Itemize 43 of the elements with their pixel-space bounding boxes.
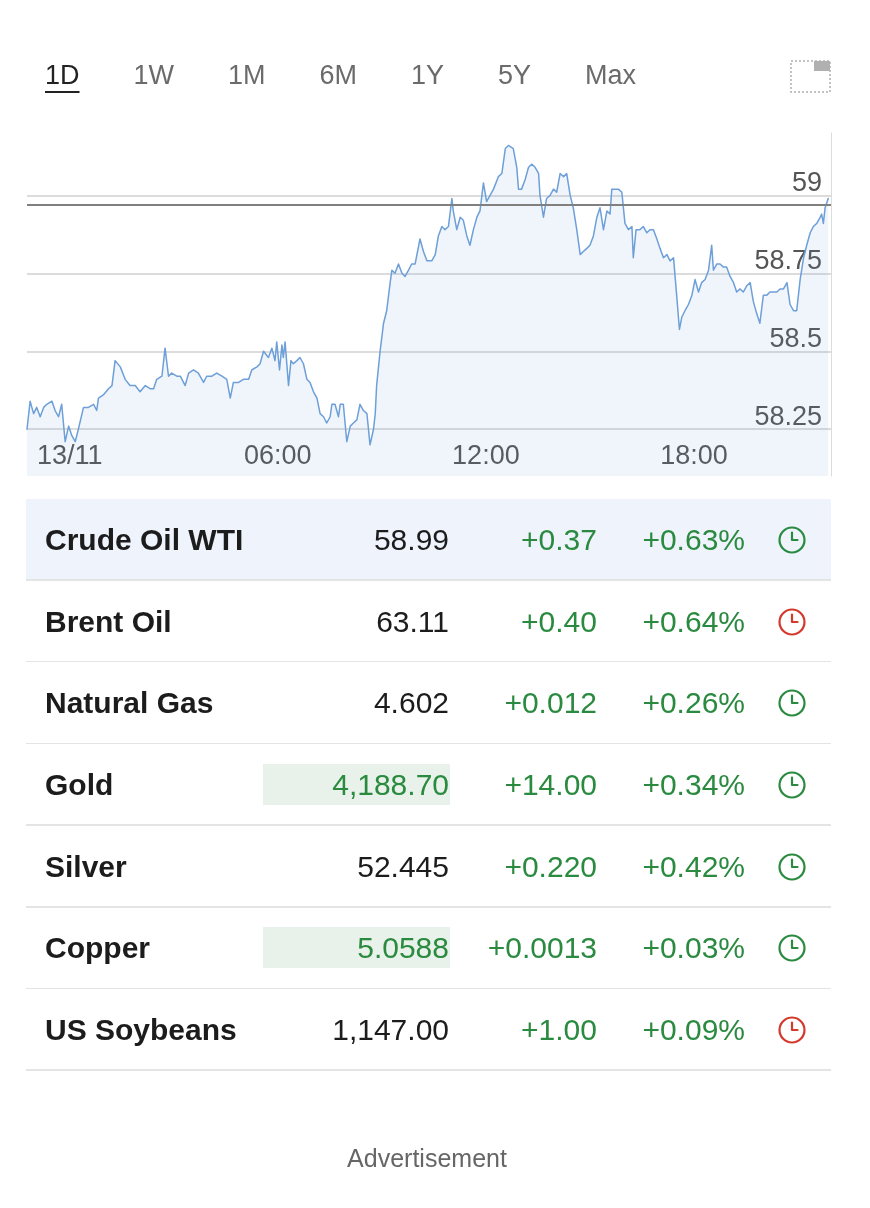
data-label: +0.64% [642,604,745,639]
data-label: +14.00 [504,767,597,802]
data-label: +0.03% [642,931,745,966]
data-label: +0.34% [642,767,745,802]
data-label: +0.42% [642,849,745,884]
data-label: +0.09% [642,1013,745,1048]
y-tick-label: 58.25 [754,400,822,431]
category-label: Copper [45,931,150,966]
data-label: 1,147.00 [332,1013,449,1048]
data-label: +0.220 [504,849,597,884]
data-label: +0.0013 [487,931,597,966]
data-label: +0.63% [642,522,745,557]
data-label: +1.00 [521,1013,597,1048]
text: Advertisement [347,1144,507,1172]
text: 1Y [411,59,445,91]
data-label: 4.602 [373,686,449,721]
text: 1W [133,59,175,91]
text: 1M [228,59,266,91]
data-label: +0.012 [504,686,597,721]
text: 1D [45,59,80,91]
y-tick-label: 59 [791,166,822,197]
text: Max [585,59,637,91]
data-label: +0.40 [521,604,597,639]
text: 5Y [498,59,532,91]
category-label: US Soybeans [45,1013,237,1048]
category-label: Crude Oil WTI [45,522,244,557]
data-label: 5.0588 [357,931,449,966]
category-label: Brent Oil [45,604,172,639]
category-label: Silver [45,849,127,884]
y-tick-label: 58.5 [769,322,822,353]
data-label: 52.445 [357,849,449,884]
category-label: Natural Gas [45,686,214,721]
data-label: +0.26% [642,686,745,721]
x-tick-label: 12:00 [452,439,520,470]
x-tick-label: 13/11 [36,439,103,470]
data-label: +0.37 [521,522,597,557]
data-label: 4,188.70 [332,767,449,802]
category-label: Gold [45,767,114,802]
x-tick-label: 18:00 [660,439,728,470]
data-label: 58.99 [373,522,449,557]
data-label: 63.11 [376,604,449,639]
text: 6M [319,59,358,91]
x-tick-label: 06:00 [243,439,312,470]
